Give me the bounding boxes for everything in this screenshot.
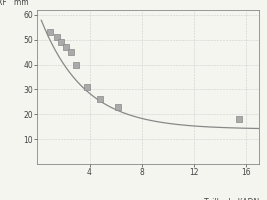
Point [85, 85, 89, 89]
Text: Taille de l’ADN
(kb): Taille de l’ADN (kb) [204, 198, 259, 200]
Point [69, 51, 73, 54]
Point [55, 36, 59, 39]
Point [116, 105, 120, 108]
Point [98, 98, 102, 101]
Point [237, 118, 242, 121]
Point [74, 63, 78, 66]
Point [48, 31, 53, 34]
Point [59, 41, 63, 44]
Text: RF   mm: RF mm [0, 0, 29, 7]
Point [64, 46, 68, 49]
